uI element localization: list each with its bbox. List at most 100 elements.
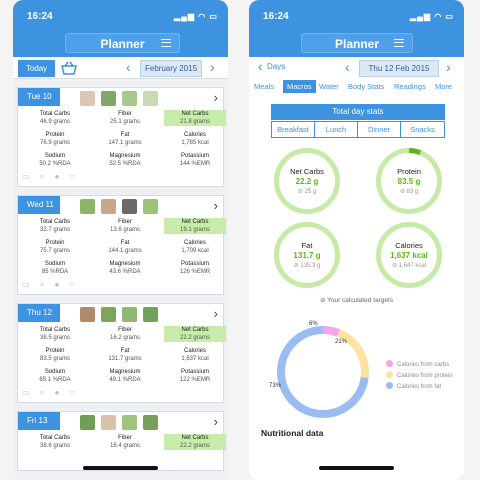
nutrition-cell: Fat 147.1 grams [94, 131, 156, 147]
day-actions-icon[interactable]: ▭ ⌕ ● ○ [22, 388, 79, 397]
meal-thumbnail[interactable] [80, 415, 95, 430]
chevron-right-icon[interactable]: › [213, 414, 218, 429]
meal-thumbnail[interactable] [122, 199, 137, 214]
meal-thumbnail[interactable] [143, 199, 158, 214]
meal-thumbnail[interactable] [143, 415, 158, 430]
tab-more[interactable]: More [435, 82, 453, 91]
chevron-right-icon[interactable]: › [213, 306, 218, 321]
nutrient-value: 122 %EMR [179, 377, 211, 383]
nutrition-cell: Sodium 50.2 %RDA [24, 152, 86, 168]
nutrient-value: 1,785 kcal [181, 140, 209, 146]
nutrition-cell: Sodium 85 %RDA [24, 260, 86, 276]
hamburger-menu-icon[interactable] [161, 39, 171, 47]
meal-thumbnail[interactable] [122, 91, 137, 106]
day-card[interactable]: Fri 13 › Total Carbs 38.6 grams Fiber 16.4 gr… [17, 411, 226, 471]
day-label: Thu 12 [18, 304, 60, 322]
meal-thumbnail[interactable] [80, 91, 95, 106]
back-to-days-link[interactable]: Days [267, 62, 286, 71]
meal-thumbnail[interactable] [101, 199, 116, 214]
meal-tab-snacks[interactable]: Snacks [410, 125, 435, 134]
chevron-right-icon[interactable]: › [213, 198, 218, 213]
ring-label: Protein [397, 167, 421, 176]
nutrition-cell: Fat 131.7 grams [94, 347, 156, 363]
ring-progress-arc [376, 148, 442, 214]
nutrition-cell: Calories 1,785 kcal [164, 131, 226, 147]
meal-thumbnail[interactable] [80, 307, 95, 322]
nutrient-value: 19.1 grams [179, 227, 210, 233]
nutrient-label: Fiber [118, 111, 132, 117]
chevron-right-icon[interactable]: › [213, 90, 218, 105]
tab-readings[interactable]: Readings [394, 82, 426, 91]
tab-macros[interactable]: Macros [283, 80, 316, 93]
home-indicator [319, 466, 394, 470]
day-actions-icon[interactable]: ▭ ⌕ ● ○ [22, 280, 79, 289]
donut-label-carbs: 6% [309, 321, 318, 327]
month-selector[interactable]: February 2015 [140, 60, 202, 77]
nutrient-value: 38.5 grams [39, 335, 70, 341]
status-time: 16:24 [263, 11, 289, 22]
hamburger-menu-icon[interactable] [394, 39, 404, 47]
day-card[interactable]: Tue 10 › Total Carbs 46.9 grams Fiber 25.1 gr… [17, 87, 226, 187]
nutrient-value: 147.1 grams [108, 140, 142, 146]
nutrition-cell: Fat 144.1 grams [94, 239, 156, 255]
meal-tab-breakfast[interactable]: Breakfast [272, 122, 315, 137]
macro-ring: Net Carbs 22.2 g ⊘ 25 g [274, 148, 340, 214]
day-actions-icon[interactable]: ▭ ⌕ ● ○ [22, 172, 79, 181]
back-chevron-icon[interactable]: ‹ [258, 58, 263, 74]
nutrient-label: Fat [120, 132, 130, 138]
meal-thumbnail[interactable] [101, 307, 116, 322]
nutrient-value: 22.2 grams [179, 335, 210, 341]
nutrient-label: Total Carbs [39, 327, 71, 333]
previous-day-icon[interactable]: ‹ [345, 59, 350, 75]
meal-thumbnail[interactable] [101, 91, 116, 106]
tab-meals[interactable]: Meals [254, 82, 275, 91]
today-button[interactable]: Today [18, 60, 55, 77]
meal-tab-dinner[interactable]: Dinner [358, 122, 401, 137]
nutrition-cell: Net Carbs 21.8 grams [164, 110, 226, 126]
meal-thumbnail[interactable] [122, 307, 137, 322]
meal-thumbnail[interactable] [101, 415, 116, 430]
nutrient-label: Fat [120, 348, 130, 354]
nutrition-cell: Magnesium 43.6 %RDA [94, 260, 156, 276]
shopping-basket-icon[interactable] [60, 60, 78, 76]
next-day-icon[interactable]: › [446, 59, 451, 75]
nutrient-value: 126 %EMR [179, 269, 211, 275]
macro-ring: Protein 83.5 g ⊘ 83 g [376, 148, 442, 214]
donut-segment-fat [277, 326, 369, 418]
nutrient-label: Total Carbs [39, 219, 71, 225]
tab-body-stats[interactable]: Body Stats [348, 82, 385, 91]
legend-fat: Calories from fat [386, 382, 441, 390]
nutrient-label: Sodium [44, 261, 66, 267]
page-title: Planner [100, 37, 145, 51]
total-day-stats-button[interactable]: Total day stats [271, 104, 445, 120]
day-selector[interactable]: Thu 12 Feb 2015 [359, 60, 439, 77]
ring-target: ⊘ 25 g [297, 189, 317, 195]
nutrient-value: 1,637 kcal [181, 356, 209, 362]
meal-thumbnail[interactable] [122, 415, 137, 430]
nutrient-value: 16.4 grams [109, 443, 140, 449]
nutrient-value: 22.2 grams [179, 443, 210, 449]
nutrient-value: 25.1 grams [109, 119, 140, 125]
meal-thumbnail[interactable] [143, 91, 158, 106]
meal-thumbnail[interactable] [80, 199, 95, 214]
day-card[interactable]: Wed 11 › Total Carbs 32.7 grams Fiber 13.6 gr… [17, 195, 226, 295]
nutrient-label: Sodium [44, 153, 66, 159]
ring-value: 83.5 g [397, 177, 421, 186]
targets-note: ⊘ Your calculated targets [319, 297, 394, 304]
nutrient-value: 46.9 grams [39, 119, 70, 125]
nutrient-label: Net Carbs [181, 435, 209, 441]
nutrition-cell: Total Carbs 38.5 grams [24, 326, 86, 342]
nutrient-label: Calories [183, 348, 206, 354]
nutrient-label: Protein [45, 240, 65, 246]
previous-month-icon[interactable]: ‹ [126, 59, 131, 75]
next-month-icon[interactable]: › [210, 59, 215, 75]
meal-thumbnail[interactable] [143, 307, 158, 322]
donut-label-protein: 21% [335, 339, 348, 345]
nutrition-cell: Protein 75.7 grams [24, 239, 86, 255]
meal-tab-lunch[interactable]: Lunch [315, 122, 358, 137]
day-card[interactable]: Thu 12 › Total Carbs 38.5 grams Fiber 16.2 gr… [17, 303, 226, 403]
nutrition-cell: Protein 76.9 grams [24, 131, 86, 147]
nutrient-label: Potassium [180, 153, 209, 159]
tab-water[interactable]: Water [319, 82, 339, 91]
status-bar: 16:24 ▂▄▆ ◠ ▭ [27, 11, 218, 25]
